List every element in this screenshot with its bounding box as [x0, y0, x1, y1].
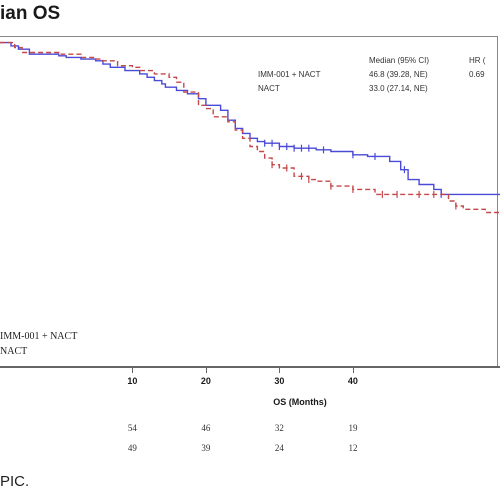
x-axis-label: OS (Months): [273, 397, 327, 407]
x-tick: [279, 367, 281, 373]
legend-header-hr: HR (: [469, 56, 486, 65]
legend-value-nact: 33.0 (27.14, NE): [369, 84, 428, 93]
legend-value-imm: 46.8 (39.28, NE): [369, 70, 428, 79]
risk-count: 19: [348, 423, 358, 433]
survival-curve-imm-nact: [0, 41, 500, 196]
bottom-legend-imm: IMM-001 + NACT: [0, 331, 78, 342]
risk-count: 24: [274, 443, 284, 453]
risk-count: 49: [127, 443, 137, 453]
footer-text: PIC.: [0, 473, 30, 490]
chart-title: ian OS: [0, 3, 61, 24]
legend-hr-imm: 0.69: [469, 70, 485, 79]
x-tick-label: 20: [200, 376, 211, 386]
x-tick: [132, 367, 134, 373]
x-tick: [352, 367, 354, 373]
bottom-legend-nact: NACT: [0, 346, 28, 357]
risk-count: 54: [127, 423, 137, 433]
risk-count: 39: [201, 443, 211, 453]
x-axis: [0, 366, 500, 368]
x-tick: [205, 367, 207, 373]
risk-count: 12: [348, 443, 358, 453]
x-tick-label: 10: [127, 376, 138, 386]
legend-name-nact: NACT: [258, 84, 280, 93]
survival-curve-nact: [0, 41, 500, 214]
x-tick-label: 40: [347, 376, 358, 386]
risk-count: 46: [201, 423, 211, 433]
risk-count: 32: [274, 423, 284, 433]
x-tick-label: 30: [274, 376, 285, 386]
legend-name-imm: IMM-001 + NACT: [258, 70, 321, 79]
plot-panel: [0, 36, 498, 366]
legend-header: Median (95% CI): [369, 56, 430, 65]
